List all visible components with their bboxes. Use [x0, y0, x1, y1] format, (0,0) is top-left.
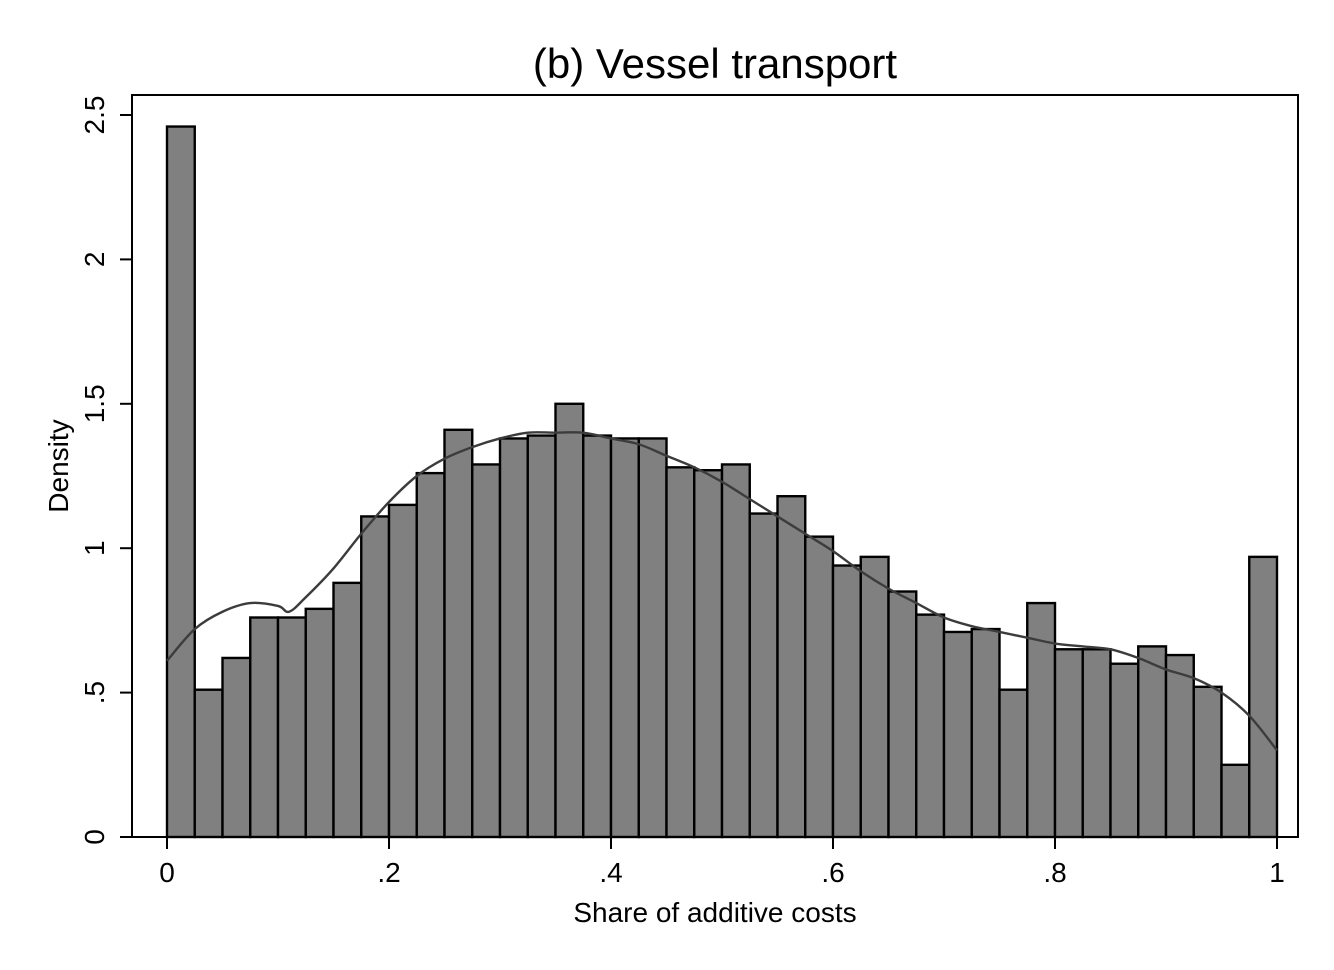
- x-tick-label: .2: [377, 857, 400, 888]
- y-tick-label: 1.5: [79, 384, 110, 423]
- histogram-bar: [720, 463, 751, 839]
- histogram-bar: [387, 503, 418, 839]
- y-tick-label: 0: [79, 829, 110, 845]
- y-axis-label: Density: [43, 419, 74, 512]
- histogram-bar: [693, 469, 724, 839]
- x-axis-label: Share of additive costs: [573, 897, 856, 928]
- histogram-bar: [221, 656, 252, 839]
- histogram-bar: [1109, 662, 1140, 839]
- histogram-bar: [915, 613, 946, 839]
- histogram-bar: [859, 555, 890, 839]
- histogram-bar: [332, 581, 363, 839]
- x-tick-label: 0: [159, 857, 175, 888]
- histogram-bar: [609, 437, 640, 839]
- histogram-bar: [304, 607, 335, 839]
- x-tick-label: 1: [1269, 857, 1285, 888]
- y-tick-label: 2.5: [79, 96, 110, 135]
- plot-frame: [131, 94, 1299, 838]
- histogram-bar: [276, 616, 307, 839]
- histogram-bar: [249, 616, 280, 839]
- histogram-bar: [360, 515, 391, 839]
- histogram-bar: [415, 471, 446, 839]
- histogram-bar: [1137, 645, 1168, 839]
- histogram-bar: [1053, 648, 1084, 839]
- y-tick-label: 1: [79, 540, 110, 556]
- histogram-bar: [193, 688, 224, 839]
- chart-title: (b) Vessel transport: [533, 40, 897, 87]
- y-tick-label: .5: [79, 681, 110, 704]
- histogram-bar: [776, 495, 807, 839]
- histogram-bar: [165, 125, 196, 839]
- histogram-bar: [582, 434, 613, 839]
- histogram-bar: [942, 630, 973, 839]
- histogram-bar: [1081, 648, 1112, 839]
- histogram-bar: [1192, 685, 1223, 839]
- histogram-bar: [1248, 555, 1279, 839]
- density-curve: [166, 431, 1278, 752]
- histogram-bar: [1164, 653, 1195, 839]
- histogram-bar: [970, 627, 1001, 839]
- y-axis: 0 .5 1 1.5 2 2.5: [79, 96, 132, 845]
- histogram-bars: [165, 125, 1279, 839]
- histogram-bar: [887, 590, 918, 839]
- x-tick-label: .6: [821, 857, 844, 888]
- histogram-bar: [665, 466, 696, 839]
- histogram-bar: [498, 437, 529, 839]
- x-tick-label: .8: [1043, 857, 1066, 888]
- histogram-bar: [471, 463, 502, 839]
- x-axis: 0 .2 .4 .6 .8 1: [159, 837, 1285, 888]
- histogram-bar: [1220, 763, 1251, 839]
- histogram-bar: [831, 564, 862, 839]
- histogram-bar: [526, 434, 557, 839]
- y-tick-label: 2: [79, 252, 110, 268]
- histogram-bar: [804, 535, 835, 839]
- histogram-bar: [443, 428, 474, 839]
- x-tick-label: .4: [599, 857, 622, 888]
- histogram-bar: [748, 512, 779, 839]
- histogram-bar: [637, 437, 668, 839]
- histogram-bar: [554, 402, 585, 839]
- histogram-bar: [998, 688, 1029, 839]
